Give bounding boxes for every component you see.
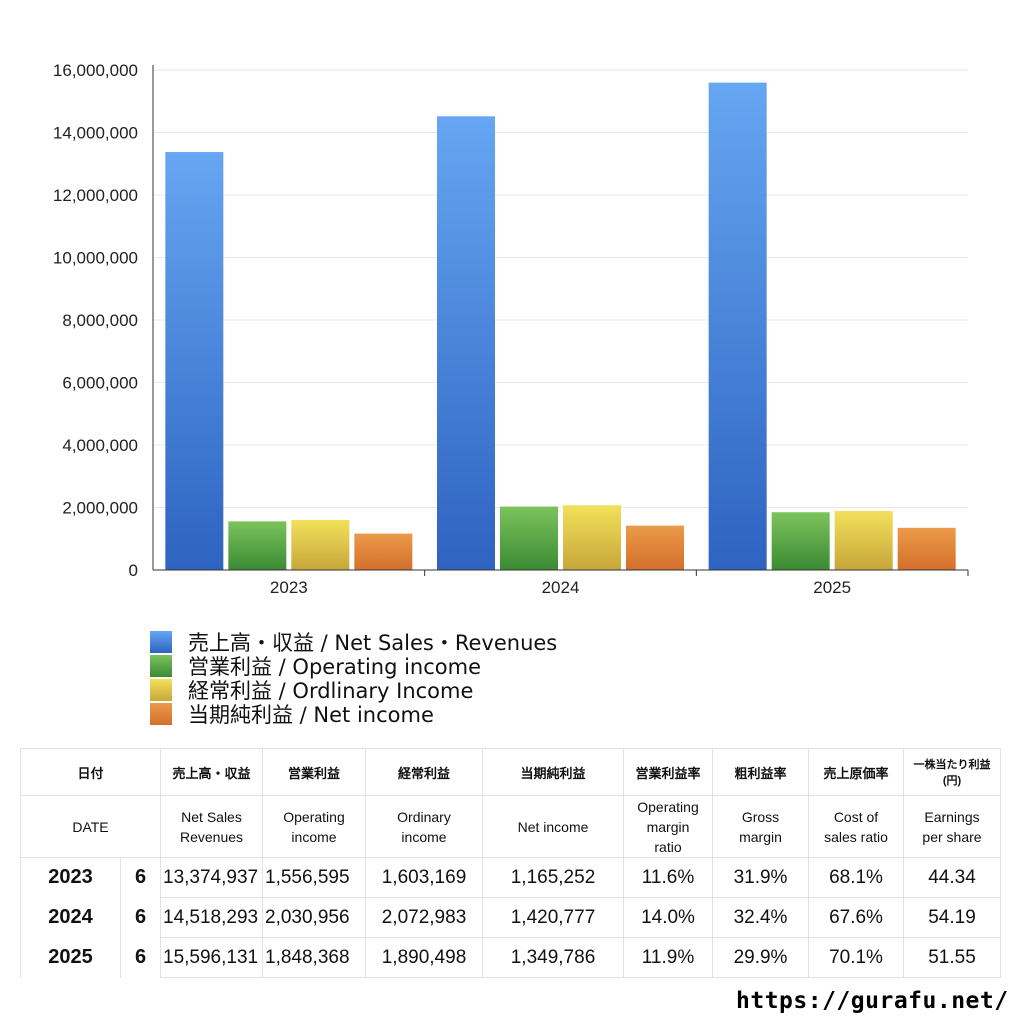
y-tick-label: 4,000,000 [62, 436, 138, 455]
table-cell: 2,030,956 [262, 897, 366, 938]
table-cell: 当期純利益 [482, 748, 624, 796]
table-cell: Net income [482, 795, 624, 858]
site-url[interactable]: https://gurafu.net/ [736, 988, 1009, 1014]
table-cell: Gross margin [712, 795, 809, 858]
table-cell: 6 [120, 937, 161, 978]
legend-label: 売上高・収益 / Net Sales・Revenues [188, 631, 558, 655]
y-tick-label: 6,000,000 [62, 374, 138, 393]
y-tick-label: 8,000,000 [62, 311, 138, 330]
legend-item: 営業利益 / Operating income [150, 654, 557, 679]
legend-item: 経常利益 / Ordlinary Income [150, 678, 557, 703]
table-cell: 1,890,498 [365, 937, 483, 978]
legend-label: 当期純利益 / Net income [188, 703, 434, 727]
chart-legend: 売上高・収益 / Net Sales・Revenues 営業利益 / Operat… [150, 630, 558, 727]
table-cell: 32.4% [712, 897, 809, 938]
table-cell: 2024 [20, 897, 121, 938]
legend-item: 売上高・収益 / Net Sales・Revenues [150, 630, 558, 655]
table-cell: 営業利益率 [623, 748, 713, 796]
table-cell: 6 [120, 897, 161, 938]
legend-swatch [150, 631, 172, 653]
table-header-row: 日付 売上高・収益 営業利益 経常利益 当期純利益 営業利益率 粗利益率 売上原価率 一株当たり… [20, 748, 1001, 796]
bar [437, 116, 495, 570]
table-cell: 29.9% [712, 937, 809, 978]
table-cell: 1,556,595 [262, 857, 366, 898]
financial-table: 日付 売上高・収益 営業利益 経常利益 当期純利益 営業利益率 粗利益率 売上原価率 一株当たり… [20, 748, 1001, 978]
table-cell: 売上高・収益 [160, 748, 263, 796]
table-cell: 1,603,169 [365, 857, 483, 898]
table-cell: 1,420,777 [482, 897, 624, 938]
table-cell: 営業利益 [262, 748, 366, 796]
table-cell: 一株当たり利益 (円) [903, 748, 1001, 796]
y-tick-label: 12,000,000 [53, 186, 138, 205]
x-tick-label: 2025 [813, 578, 851, 597]
bar [291, 519, 350, 570]
bar-chart: 0 2,000,000 4,000,000 6,000,000 8,000,000 10,… [53, 61, 969, 597]
bar [834, 510, 893, 570]
legend-swatch [150, 655, 172, 677]
bar [708, 82, 767, 570]
table-cell: 売上原価率 [808, 748, 904, 796]
table-cell: Earnings per share [903, 795, 1001, 858]
table-cell: 31.9% [712, 857, 809, 898]
bar [771, 512, 830, 570]
table-cell: 1,165,252 [482, 857, 624, 898]
table-cell: 2025 [20, 937, 121, 978]
bar [165, 152, 224, 571]
legend-label: 経常利益 / Ordlinary Income [188, 679, 474, 703]
table-cell: 14.0% [623, 897, 713, 938]
table-cell: 14,518,293 [160, 897, 263, 938]
table-cell: 2,072,983 [365, 897, 483, 938]
bar [228, 521, 287, 570]
table-cell: 粗利益率 [712, 748, 809, 796]
y-tick-label: 10,000,000 [53, 249, 138, 268]
table-cell: Net Sales Revenues [160, 795, 263, 858]
bar [354, 533, 413, 570]
table-cell: 2023 [20, 857, 121, 898]
table-row: 2025 6 15,596,131 1,848,368 1,890,498 1,349,7… [20, 937, 1001, 978]
table-header-row: DATE Net Sales Revenues Operating income Or… [20, 795, 1001, 858]
table-cell: 経常利益 [365, 748, 483, 796]
legend-swatch [150, 679, 172, 701]
table-cell: 11.6% [623, 857, 713, 898]
bar [626, 525, 684, 570]
table-cell: 1,848,368 [262, 937, 366, 978]
legend-swatch [150, 703, 172, 725]
table-cell: 44.34 [903, 857, 1001, 898]
table-row: 2024 6 14,518,293 2,030,956 2,072,983 1,420,7… [20, 897, 1001, 938]
table-cell: Operating margin ratio [623, 795, 713, 858]
y-tick-label: 0 [129, 561, 138, 580]
table-cell: 日付 [20, 748, 161, 796]
table-cell: 70.1% [808, 937, 904, 978]
bar [897, 527, 956, 570]
table-cell: Cost of sales ratio [808, 795, 904, 858]
table-cell: 6 [120, 857, 161, 898]
table-cell: 68.1% [808, 857, 904, 898]
table-cell: 13,374,937 [160, 857, 263, 898]
table-cell: 54.19 [903, 897, 1001, 938]
bar [500, 506, 558, 570]
y-tick-label: 2,000,000 [62, 499, 138, 518]
table-cell: DATE [20, 795, 161, 858]
y-tick-label: 16,000,000 [53, 61, 138, 80]
table-cell: 51.55 [903, 937, 1001, 978]
table-cell: Ordinary income [365, 795, 483, 858]
table-cell: 15,596,131 [160, 937, 263, 978]
table-cell: 67.6% [808, 897, 904, 938]
legend-item: 当期純利益 / Net income [150, 702, 557, 727]
legend-label: 営業利益 / Operating income [188, 655, 482, 679]
x-tick-label: 2023 [270, 578, 308, 597]
table-cell: Operating income [262, 795, 366, 858]
x-tick-label: 2024 [542, 578, 580, 597]
table-cell: 11.9% [623, 937, 713, 978]
table-cell: 1,349,786 [482, 937, 624, 978]
bar [563, 505, 621, 570]
y-tick-label: 14,000,000 [53, 124, 138, 143]
table-row: 2023 6 13,374,937 1,556,595 1,603,169 1,165,2… [20, 857, 1001, 898]
